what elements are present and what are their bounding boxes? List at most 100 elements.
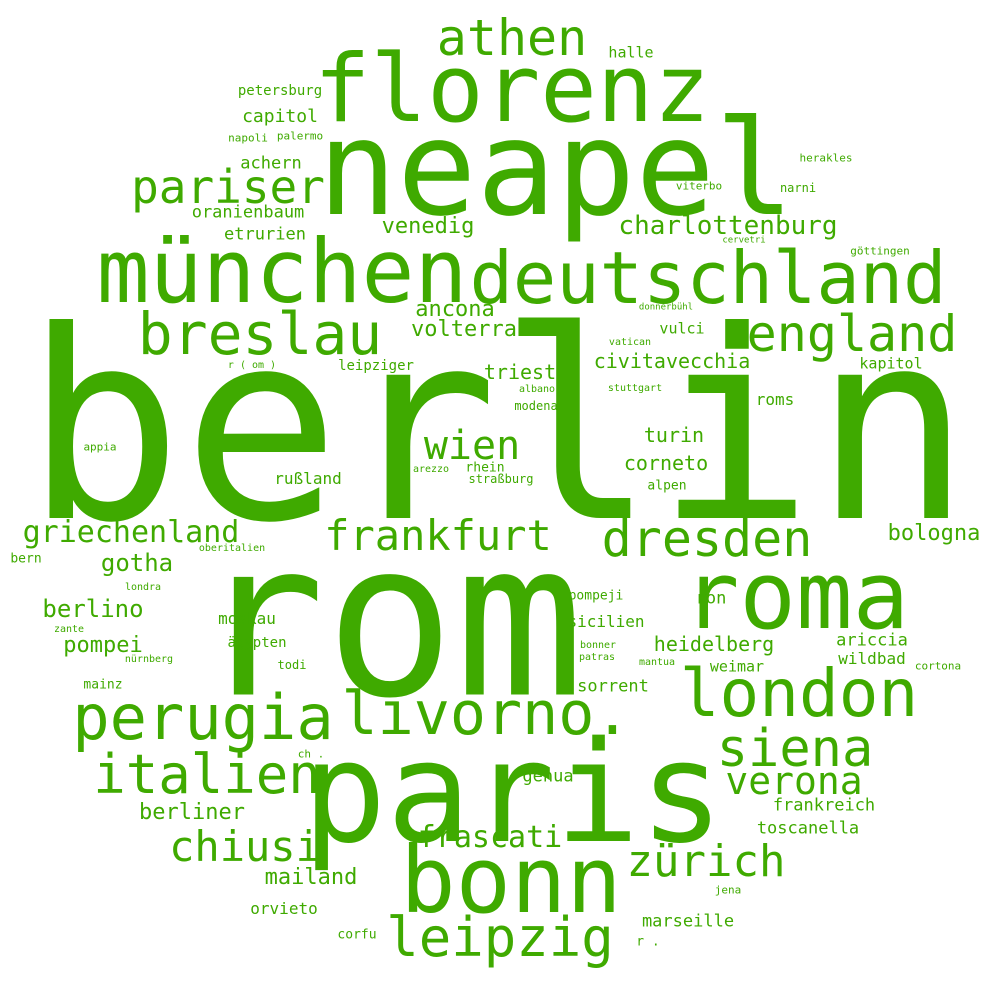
word-berliner: berliner [139,800,245,825]
word-perugia: perugia [72,681,334,754]
word-toscanella: toscanella [756,818,860,839]
word-stuttgart: stuttgart [607,383,663,394]
word-leipzig: leipzig [386,906,614,969]
word-siena: siena [716,719,874,779]
word-leipziger: leipziger [338,358,414,374]
word-appia: appia [83,440,117,454]
word-gotha: gotha [100,549,174,577]
word-etrurien: etrurien [224,224,306,245]
word-rhein: rhein [465,460,505,476]
word-england: england [746,305,958,363]
word-berlino: berlino [42,595,144,623]
word-kapitol: kapitol [859,354,923,373]
word-capitol: capitol [242,106,318,127]
word-volterra: volterra [411,317,517,342]
word-frankfurt: frankfurt [324,511,552,560]
word-moskau: moskau [218,609,276,628]
word-ancona: ancona [415,297,495,322]
word-london: london [679,655,919,732]
word-venedig: venedig [381,214,475,239]
word-aegypten: ägypten [227,635,287,651]
word-corfu: corfu [337,927,377,943]
word-mainz: mainz [83,677,123,693]
word-mailand: mailand [264,865,358,890]
word-r: r . [636,934,660,950]
word-r-om: r ( om ) [227,360,277,371]
word-paris: paris [302,712,724,875]
word-vatican: vatican [608,337,652,348]
word-zante: zante [53,624,85,635]
word-sicilien: sicilien [567,612,645,631]
word-pariser: pariser [131,160,325,214]
word-turin: turin [643,423,705,447]
word-rom: rom [195,494,585,746]
word-marseille: marseille [641,911,735,932]
word-florenz: florenz [313,35,711,144]
word-livorno: livorno. [341,679,631,749]
word-oberitalien: oberitalien [198,543,266,554]
word-verona: verona [725,759,863,803]
word-wien: wien [423,423,521,469]
word-londra: londra [124,582,162,593]
word-oranienbaum: oranienbaum [191,202,305,223]
word-charlottenburg: charlottenburg [618,211,838,241]
word-todi: todi [277,658,307,672]
word-herakles: herakles [799,151,853,165]
word-alpen: alpen [647,478,687,494]
word-heidelberg: heidelberg [653,632,775,656]
word-vulci: vulci [659,319,705,338]
word-pompei: pompei [63,633,143,658]
word-berlin: berlin [24,275,972,580]
word-arezzo: arezzo [412,464,450,475]
word-roms: roms [755,390,795,409]
word-griechenland: griechenland [22,515,240,550]
word-athen: athen [436,9,588,67]
word-donnerbuehl: donnerbühl [638,302,694,313]
word-orvieto: orvieto [250,899,318,918]
word-triest: triest [483,360,557,384]
word-cortona: cortona [914,659,962,673]
word-goettingen: göttingen [850,244,910,258]
word-genua: genua [522,766,574,787]
word-sorrent: sorrent [577,676,649,697]
word-albano: albano [518,384,556,395]
word-narni: narni [779,181,817,195]
word-dresden: dresden [601,510,813,568]
word-bonn: bonn [400,827,622,934]
word-ron: ron [695,588,727,609]
word-patras: patras [578,652,616,663]
word-viterbo: viterbo [675,179,723,193]
word-cervetri: cervetri [722,235,766,246]
word-chiusi: chiusi [169,822,321,871]
word-roma: roma [682,542,910,651]
word-mantua: mantua [638,657,676,668]
word-bonner: bonner [579,640,617,651]
word-ch: ch . [297,747,325,761]
word-ariccia: ariccia [836,630,908,651]
word-weimar: weimar [709,657,765,676]
word-palermo: palermo [276,129,324,143]
word-strassburg: straßburg [468,472,534,486]
word-nuernberg: nürnberg [124,654,174,665]
word-frascati: frascati [417,820,563,855]
word-napoli: napoli [228,131,268,145]
word-jena: jena [714,883,742,897]
word-halle: halle [608,43,654,62]
word-deutschland: deutschland [469,236,947,320]
word-pompeji: pompeji [568,588,624,604]
word-bologna: bologna [887,521,981,546]
word-achern: achern [240,153,302,174]
word-wildbad: wildbad [838,649,906,668]
word-italien: italien [93,743,321,806]
word-neapel: neapel [317,92,795,246]
word-breslau: breslau [137,300,383,368]
word-civitavecchia: civitavecchia [593,349,751,373]
word-petersburg: petersburg [237,83,323,99]
word-frankreich: frankreich [772,795,876,816]
word-bern: bern [10,551,42,567]
word-modena: modena [514,399,558,413]
word-zuerich: zürich [626,836,786,887]
word-corneto: corneto [623,451,709,475]
word-russland: rußland [274,469,342,488]
